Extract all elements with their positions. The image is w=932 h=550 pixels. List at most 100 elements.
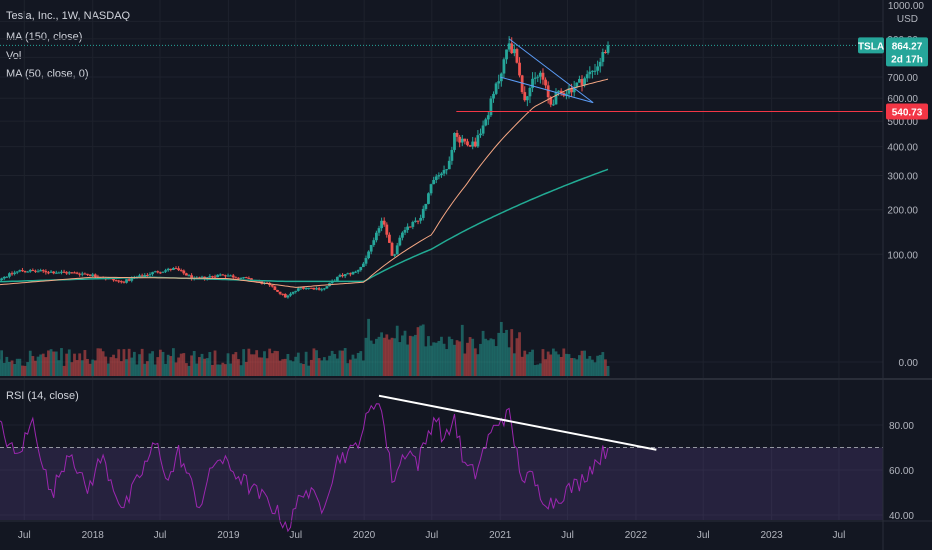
volume-bar — [106, 363, 110, 376]
ma50-line — [0, 78, 609, 288]
volume-bar — [2, 362, 6, 376]
candle-body — [437, 175, 441, 177]
candle-body — [18, 270, 22, 272]
volume-bar — [395, 325, 399, 376]
candle-body — [489, 98, 493, 116]
rsi-line — [0, 403, 609, 533]
volume-legend[interactable]: Vol — [6, 50, 22, 62]
candle-body — [541, 72, 545, 80]
candle-body — [492, 93, 495, 99]
volume-bar — [41, 353, 45, 376]
candle-body — [252, 280, 256, 282]
rsi-trendline[interactable] — [378, 394, 657, 451]
volume-bar — [242, 349, 246, 376]
volume-bar — [447, 336, 451, 376]
volume-bar — [80, 360, 84, 376]
candle-body — [171, 268, 175, 270]
candle-body — [604, 51, 607, 53]
volume-bar — [476, 354, 480, 376]
candle-body — [13, 272, 17, 274]
volume-bar — [322, 357, 326, 376]
last-price-label: 864.27 — [892, 41, 923, 52]
price-tick-label: 1000.00 — [888, 1, 925, 12]
candle-body — [291, 291, 295, 294]
candle-body — [231, 275, 235, 278]
candle-body — [39, 270, 43, 272]
candlesticks — [0, 36, 610, 299]
ma150-legend[interactable]: MA (150, close) — [6, 31, 83, 43]
volume-bar — [114, 358, 118, 376]
candle-body — [8, 273, 11, 277]
volume-bar — [604, 359, 607, 376]
volume-bar — [359, 351, 363, 376]
volume-bar — [234, 352, 238, 376]
candle-body — [250, 278, 253, 281]
candle-body — [414, 220, 417, 222]
candle-body — [54, 272, 58, 274]
candle-body — [276, 289, 279, 292]
volume-bar — [75, 360, 79, 376]
volume-bar — [101, 351, 105, 376]
candle-body — [512, 49, 516, 54]
candle-body — [315, 288, 318, 290]
volume-bar — [523, 350, 527, 376]
volume-bar — [416, 327, 420, 376]
volume-bar — [148, 353, 152, 376]
candle-body — [390, 242, 394, 256]
last-price-tag[interactable]: TSLA 864.27 2d 17h — [858, 37, 928, 67]
candle-body — [145, 275, 149, 277]
candle-body — [442, 170, 446, 174]
volume-bar — [273, 350, 277, 376]
volume-bar — [429, 345, 433, 376]
candle-body — [393, 254, 397, 256]
triangle-pattern-drawing[interactable] — [500, 38, 594, 104]
candle-body — [325, 286, 329, 289]
volume-bar — [260, 357, 264, 376]
volume-bar — [294, 356, 298, 376]
candle-body — [125, 279, 128, 283]
triangle-upper-line — [508, 38, 594, 104]
volume-bar — [161, 351, 165, 376]
volume-bar — [91, 359, 95, 376]
volume-bar — [208, 352, 212, 376]
candle-body — [531, 78, 534, 88]
candle-body — [364, 258, 368, 264]
candle-body — [476, 135, 480, 147]
volume-bar — [320, 360, 324, 376]
candle-body — [304, 288, 308, 290]
candle-body — [338, 275, 342, 277]
volume-bar — [10, 360, 14, 376]
volume-bar — [122, 349, 126, 376]
candle-body — [554, 92, 558, 105]
volume-bar — [364, 337, 368, 376]
volume-bar — [525, 354, 529, 376]
volume-bar — [28, 350, 32, 376]
volume-bar — [585, 358, 589, 376]
volume-bar — [281, 359, 285, 376]
volume-bar — [450, 339, 454, 376]
candle-body — [591, 70, 594, 72]
volume-bar — [538, 363, 542, 376]
volume-bar — [346, 363, 350, 376]
volume-bar — [382, 337, 386, 376]
candle-body — [169, 268, 173, 270]
volume-bar — [177, 357, 180, 376]
time-tick-label: 2023 — [760, 530, 783, 541]
symbol-title[interactable]: Tesla, Inc., 1W, NASDAQ — [6, 10, 131, 22]
candle-body — [380, 220, 384, 229]
rsi-tick-label: 40.00 — [889, 511, 914, 522]
volume-bar — [26, 362, 30, 376]
candle-body — [187, 275, 191, 277]
volume-bar — [414, 334, 417, 376]
time-tick-label: Jul — [833, 530, 846, 541]
candle-body — [468, 145, 472, 147]
volume-bar — [205, 358, 209, 376]
candle-body — [302, 287, 305, 289]
candle-body — [453, 132, 456, 150]
volume-bar — [492, 339, 495, 376]
volume-bar — [419, 325, 423, 376]
time-axis[interactable]: Jul 2018 Jul 2019 Jul 2020 Jul 2021 Jul 2022 Jul 20… — [0, 520, 932, 541]
level-price-tag[interactable]: 540.73 — [886, 103, 928, 120]
rsi-axis[interactable]: 40.00 60.00 80.00 — [889, 421, 914, 522]
